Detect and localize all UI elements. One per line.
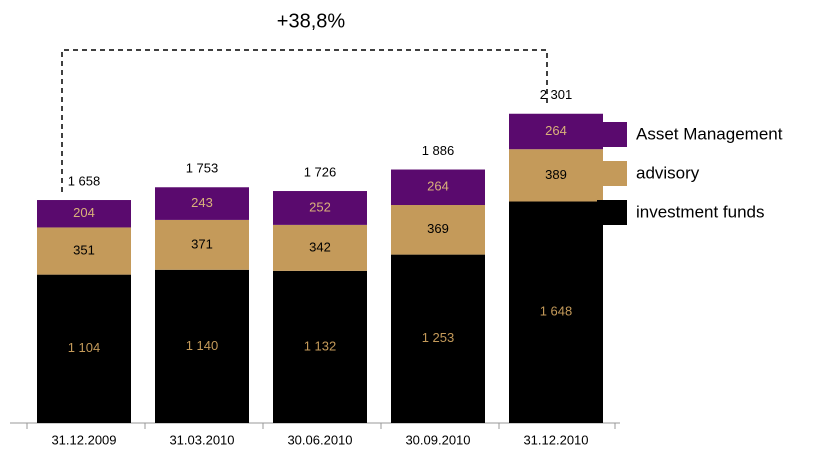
value-label: 389	[545, 167, 567, 182]
legend-swatch	[597, 122, 627, 147]
bar-segment	[509, 149, 603, 202]
bar-segment	[391, 169, 485, 206]
total-label: 1 753	[186, 161, 219, 176]
value-label: 264	[545, 123, 567, 138]
total-label: 1 726	[304, 164, 337, 179]
bar-segment	[509, 201, 603, 423]
total-label: 1 658	[68, 173, 101, 188]
value-label: 1 253	[422, 330, 455, 345]
value-label: 264	[427, 179, 449, 194]
value-label: 1 104	[68, 340, 101, 355]
bar-segment	[37, 274, 131, 423]
growth-annotation: +38,8%	[277, 10, 346, 32]
bar-segment	[155, 219, 249, 270]
total-label: 2 301	[540, 87, 573, 102]
legend-swatch	[597, 161, 627, 186]
value-label: 1 140	[186, 338, 219, 353]
bar-segment	[273, 270, 367, 423]
x-tick-label: 30.09.2010	[405, 432, 470, 447]
value-label: 1 132	[304, 338, 337, 353]
bar-segment	[509, 113, 603, 150]
bar-segment	[273, 191, 367, 225]
x-tick-label: 31.03.2010	[169, 432, 234, 447]
x-tick-label: 30.06.2010	[287, 432, 352, 447]
x-tick-label: 31.12.2009	[51, 432, 116, 447]
total-label: 1 886	[422, 143, 455, 158]
legend-label: investment funds	[636, 202, 765, 221]
legend-label: advisory	[636, 163, 700, 182]
bar-segment	[37, 227, 131, 275]
value-label: 243	[191, 195, 213, 210]
x-tick-label: 31.12.2010	[523, 432, 588, 447]
value-label: 204	[73, 205, 95, 220]
bar-segment	[37, 200, 131, 228]
value-label: 371	[191, 236, 213, 251]
legend-swatch	[597, 200, 627, 225]
value-label: 252	[309, 199, 331, 214]
value-label: 1 648	[540, 304, 573, 319]
value-label: 342	[309, 239, 331, 254]
value-label: 351	[73, 242, 95, 257]
legend-label: Asset Management	[636, 124, 783, 143]
bar-segment	[391, 205, 485, 255]
bar-segment	[155, 269, 249, 423]
bar-segment	[273, 224, 367, 271]
bar-segment	[391, 254, 485, 423]
value-label: 369	[427, 221, 449, 236]
bar-segment	[155, 187, 249, 220]
